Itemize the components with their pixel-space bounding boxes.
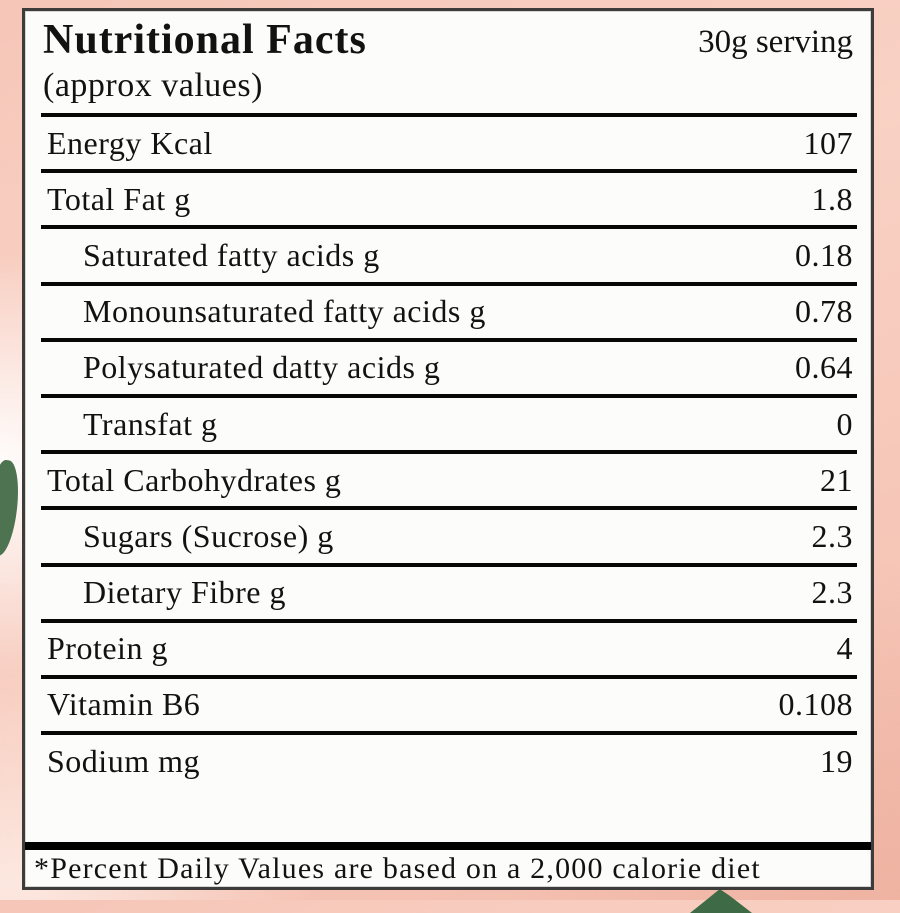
nutrient-name: Sodium mg [47,742,200,779]
nutrient-name: Total Fat g [47,180,191,217]
nutrient-name: Polysaturated datty acids g [83,349,441,386]
daily-values-footnote: *Percent Daily Values are based on a 2,0… [34,851,761,885]
nutrient-row: Sugars (Sucrose) g 2.3 [41,506,857,562]
leaf-fragment-bottom [690,889,752,913]
nutrient-rows: Energy Kcal 107 Total Fat g 1.8 Saturate… [41,113,857,787]
nutrient-value: 107 [803,124,853,161]
nutrition-facts-panel: Nutritional Facts (approx values) 30g se… [22,8,874,890]
nutrient-value: 0.64 [795,349,853,386]
panel-title: Nutritional Facts [43,17,367,63]
nutrient-row: Total Carbohydrates g 21 [41,450,857,506]
nutrient-value: 4 [836,630,853,667]
panel-header: Nutritional Facts (approx values) 30g se… [43,15,859,113]
nutrient-value: 2.3 [811,517,853,554]
nutrient-row: Dietary Fibre g 2.3 [41,562,857,619]
nutrient-name: Total Carbohydrates g [47,461,342,498]
nutrient-name: Saturated fatty acids g [83,236,380,273]
nutrient-row: Vitamin B6 0.108 [41,674,857,731]
nutrient-value: 19 [820,742,853,779]
nutrient-value: 0 [836,405,853,442]
serving-size: 30g serving [698,24,853,60]
title-block: Nutritional Facts (approx values) [43,15,367,113]
nutrient-name: Energy Kcal [47,124,213,161]
nutrient-row: Sodium mg 19 [41,731,857,787]
nutrient-row: Transfat g 0 [41,393,857,450]
nutrient-name: Transfat g [83,405,218,442]
nutrient-name: Protein g [47,630,168,667]
nutrient-row: Polysaturated datty acids g 0.64 [41,337,857,394]
nutrient-row: Monounsaturated fatty acids g 0.78 [41,281,857,338]
nutrient-value: 0.18 [795,236,853,273]
footer-divider-bar [25,842,871,850]
nutrient-value: 1.8 [811,180,853,217]
nutrient-row: Protein g 4 [41,618,857,675]
nutrient-name: Dietary Fibre g [83,574,286,611]
panel-subtitle: (approx values) [43,67,263,104]
nutrient-row: Total Fat g 1.8 [41,169,857,225]
nutrient-value: 0.108 [778,686,853,723]
nutrient-row: Saturated fatty acids g 0.18 [41,225,857,281]
nutrient-name: Vitamin B6 [47,686,201,723]
nutrient-name: Sugars (Sucrose) g [83,517,334,554]
nutrient-value: 21 [820,461,853,498]
nutrient-value: 0.78 [795,293,853,330]
nutrient-row: Energy Kcal 107 [41,113,857,169]
blank-space [25,787,871,842]
nutrient-name: Monounsaturated fatty acids g [83,293,486,330]
leaf-fragment-left [0,458,22,558]
nutrient-value: 2.3 [811,574,853,611]
